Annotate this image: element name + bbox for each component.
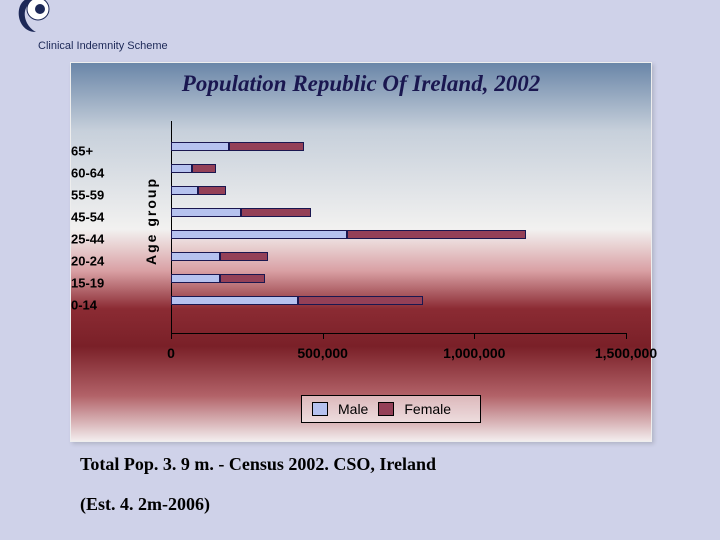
eye-icon bbox=[16, 0, 56, 34]
bar-male bbox=[171, 274, 220, 283]
x-tick-label: 0 bbox=[167, 345, 175, 361]
y-tick-label: 0-14 bbox=[71, 298, 171, 313]
chart-title: Population Republic Of Ireland, 2002 bbox=[71, 71, 651, 97]
y-tick-label: 65+ bbox=[71, 144, 171, 159]
bar-female bbox=[229, 142, 305, 151]
x-axis bbox=[171, 333, 626, 334]
slide: Clinical Indemnity Scheme Population Rep… bbox=[0, 0, 720, 540]
caption-line-1: Total Pop. 3. 9 m. - Census 2002. CSO, I… bbox=[80, 454, 436, 475]
bar-female bbox=[241, 208, 311, 217]
x-tick bbox=[626, 333, 627, 339]
bar-female bbox=[347, 230, 526, 239]
x-tick-label: 1,500,000 bbox=[595, 345, 657, 361]
legend-label-male: Male bbox=[338, 401, 368, 417]
y-tick-label: 55-59 bbox=[71, 188, 171, 203]
scheme-label: Clinical Indemnity Scheme bbox=[38, 40, 168, 52]
y-tick-label: 60-64 bbox=[71, 166, 171, 181]
legend-label-female: Female bbox=[404, 401, 451, 417]
bar-female bbox=[298, 296, 422, 305]
x-tick bbox=[474, 333, 475, 339]
bar-male bbox=[171, 296, 298, 305]
y-tick-label: 20-24 bbox=[71, 254, 171, 269]
bar-female bbox=[198, 186, 225, 195]
caption-line-2: (Est. 4. 2m-2006) bbox=[80, 494, 210, 515]
bar-female bbox=[220, 274, 266, 283]
x-tick-label: 500,000 bbox=[297, 345, 348, 361]
legend-swatch-male bbox=[312, 402, 328, 416]
bar-male bbox=[171, 230, 347, 239]
bar-female bbox=[220, 252, 269, 261]
bar-female bbox=[192, 164, 216, 173]
chart-frame: Population Republic Of Ireland, 2002 Age… bbox=[70, 62, 652, 442]
x-tick-label: 1,000,000 bbox=[443, 345, 505, 361]
bar-male bbox=[171, 208, 241, 217]
legend: Male Female bbox=[301, 395, 481, 423]
plot-area bbox=[171, 121, 626, 333]
x-tick bbox=[171, 333, 172, 339]
bar-male bbox=[171, 186, 198, 195]
y-tick-label: 15-19 bbox=[71, 276, 171, 291]
y-tick-label: 45-54 bbox=[71, 210, 171, 225]
bar-male bbox=[171, 252, 220, 261]
y-tick-label: 25-44 bbox=[71, 232, 171, 247]
legend-swatch-female bbox=[378, 402, 394, 416]
x-tick bbox=[323, 333, 324, 339]
bar-male bbox=[171, 164, 192, 173]
bar-male bbox=[171, 142, 229, 151]
